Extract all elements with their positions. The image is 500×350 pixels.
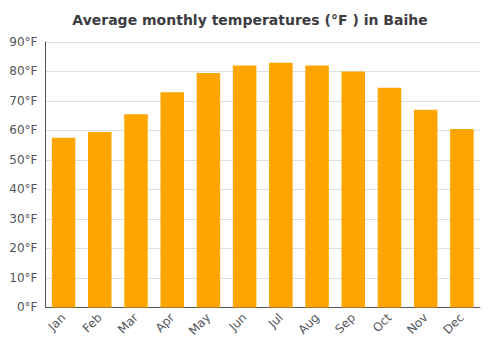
svg-text:30°F: 30°F — [9, 212, 37, 226]
svg-text:Mar: Mar — [115, 310, 141, 336]
svg-text:Feb: Feb — [80, 311, 105, 336]
svg-text:90°F: 90°F — [9, 35, 37, 49]
svg-text:Apr: Apr — [153, 310, 178, 335]
svg-text:Oct: Oct — [370, 310, 395, 335]
svg-text:40°F: 40°F — [9, 182, 37, 196]
svg-text:Aug: Aug — [296, 311, 322, 337]
svg-text:Jun: Jun — [226, 311, 250, 335]
svg-text:20°F: 20°F — [9, 241, 37, 255]
svg-text:Jul: Jul — [265, 311, 286, 332]
svg-text:80°F: 80°F — [9, 64, 37, 78]
svg-text:70°F: 70°F — [9, 94, 37, 108]
svg-text:Sep: Sep — [332, 311, 358, 337]
svg-text:Dec: Dec — [441, 311, 467, 337]
svg-text:50°F: 50°F — [9, 153, 37, 167]
svg-text:Average monthly temperatures (: Average monthly temperatures (°F ) in Ba… — [72, 12, 427, 28]
svg-text:Nov: Nov — [404, 311, 430, 337]
svg-text:0°F: 0°F — [17, 300, 38, 314]
svg-text:Jan: Jan — [45, 311, 69, 335]
svg-text:10°F: 10°F — [9, 271, 37, 285]
svg-text:60°F: 60°F — [9, 123, 37, 137]
svg-text:May: May — [186, 311, 213, 338]
